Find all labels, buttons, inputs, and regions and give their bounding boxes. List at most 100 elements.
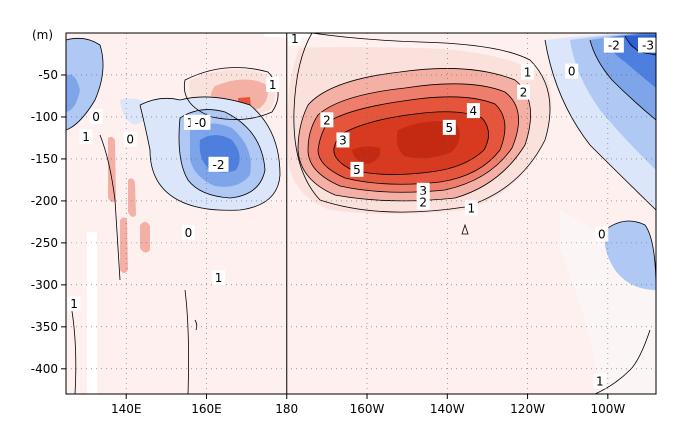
contour-label-2: 1 [187,116,195,130]
y-tick-label-3: -200 [31,194,58,208]
contour-label-25: 1 [596,374,604,388]
contour-line-4-warm [317,96,506,185]
contour-line-neg1-west [178,109,266,199]
contour-label-14: 5 [445,121,453,135]
contour-line-1-deep [184,289,189,394]
contour-label-bg-12 [336,132,350,148]
contour-label-9: 1 [215,271,223,285]
warm-streak-4 [128,178,136,217]
contour-line-1-bump [194,319,198,331]
contour-label-3: -0 [194,116,206,130]
contour-line-triangle [461,223,469,235]
x-tick-label-6: 100W [590,402,625,416]
contour-label-bg-17 [416,194,430,210]
y-tick-label-6: -350 [31,320,58,334]
contour-label-bg-23 [637,37,658,53]
contour-label-10: 1 [70,297,78,311]
x-tick-label-3: 160W [350,402,385,416]
contour-label-bg-0 [266,77,280,93]
contour-line-neg2-east [589,39,656,121]
contour-label-bg-14 [442,119,456,135]
contour-label-17: 2 [419,196,427,210]
contour-label-bg-24 [595,226,609,242]
warm-streak-1 [108,136,116,203]
contour-label-bg-4 [208,156,229,172]
contour-label-bg-5 [89,108,103,124]
contour-label-bg-7 [181,224,195,240]
contour-label-19: 1 [524,65,532,79]
neutral-patches [87,33,656,394]
contour-label-4: -2 [213,158,225,172]
contour-label-bg-19 [521,64,535,80]
contour-label-bg-21 [565,63,579,79]
contour-line-0-farwest [66,37,104,131]
cold-patches-far-west [66,38,150,131]
contour-label-12: 3 [339,133,347,147]
contour-label-bg-25 [593,373,607,389]
y-tick-label-4: -250 [31,236,58,250]
contour-label-13: 5 [353,163,361,177]
contour-label-bg-18 [464,200,478,216]
white-area-east [560,210,656,394]
plot-frame [65,32,657,395]
contour-line-1-farwest [99,134,121,281]
y-axis-unit-label: (m) [32,28,53,42]
contour-label-bg-15 [466,103,480,119]
contour-label-0: 1 [269,78,277,92]
contour-label-bg-11 [320,112,334,128]
grid-lines [66,33,656,394]
warm-streaks-west [108,136,150,273]
contour-label-22: -2 [608,39,620,53]
warm-streak-3 [140,221,150,253]
x-tick-label-4: 140W [430,402,465,416]
contour-line-0-east [544,39,656,211]
contour-line-1-warm [293,33,551,213]
x-tick-label-1: 160E [191,402,222,416]
contour-line-3-warm [307,83,519,193]
contour-line-0-west [139,96,281,211]
contour-label-11: 2 [323,113,331,127]
contour-label-21: 0 [568,65,576,79]
contour-label-8: 1 [291,32,299,46]
x-tick-label-0: 140E [111,402,142,416]
y-axis: -50 -100 -150 -200 -250 -300 -350 -400 [31,68,66,376]
contour-label-23: -3 [642,39,654,53]
y-tick-label-2: -150 [31,152,58,166]
contour-line-2-warm [297,68,531,202]
contour-label-bg-13 [350,161,364,177]
contour-label-18: 1 [468,201,476,215]
contour-label-6: 0 [126,133,134,147]
x-tick-label-2: 180 [275,402,298,416]
contour-label-20: 2 [520,86,528,100]
y-tick-label-1: -100 [31,110,58,124]
cold-east-deep-patch [604,221,656,290]
x-tick-label-5: 120W [510,402,545,416]
contour-lines [66,33,656,394]
warm-level-6b [352,146,381,164]
white-strip-west [87,232,97,394]
y-tick-label-7: -400 [31,362,58,376]
contour-line-5-warm [333,111,489,175]
contour-line-0-deep-east [604,220,656,291]
cold-far-west-3 [120,98,150,125]
contour-label-bg-22 [603,37,624,53]
contour-label-bg-1 [79,129,93,145]
warm-streak-2 [120,217,128,273]
contour-label-16: 3 [419,184,427,198]
contour-label-5: 0 [92,110,100,124]
cold-far-west-2 [66,74,80,112]
contour-label-1: 1 [82,130,90,144]
y-tick-label-5: -300 [31,278,58,292]
contour-label-7: 0 [185,226,193,240]
y-tick-label-0: -50 [38,68,58,82]
contour-label-bg-9 [212,270,226,286]
cold-far-west-1 [66,38,104,131]
contour-label-bg-16 [416,182,430,198]
contour-label-bg-6 [123,131,137,147]
contour-label-bg-20 [517,84,531,100]
contour-label-bg-8 [288,30,302,46]
x-axis: 140E 160E 180 160W 140W 120W 100W [111,394,625,416]
contour-label-bg-10 [67,296,81,312]
